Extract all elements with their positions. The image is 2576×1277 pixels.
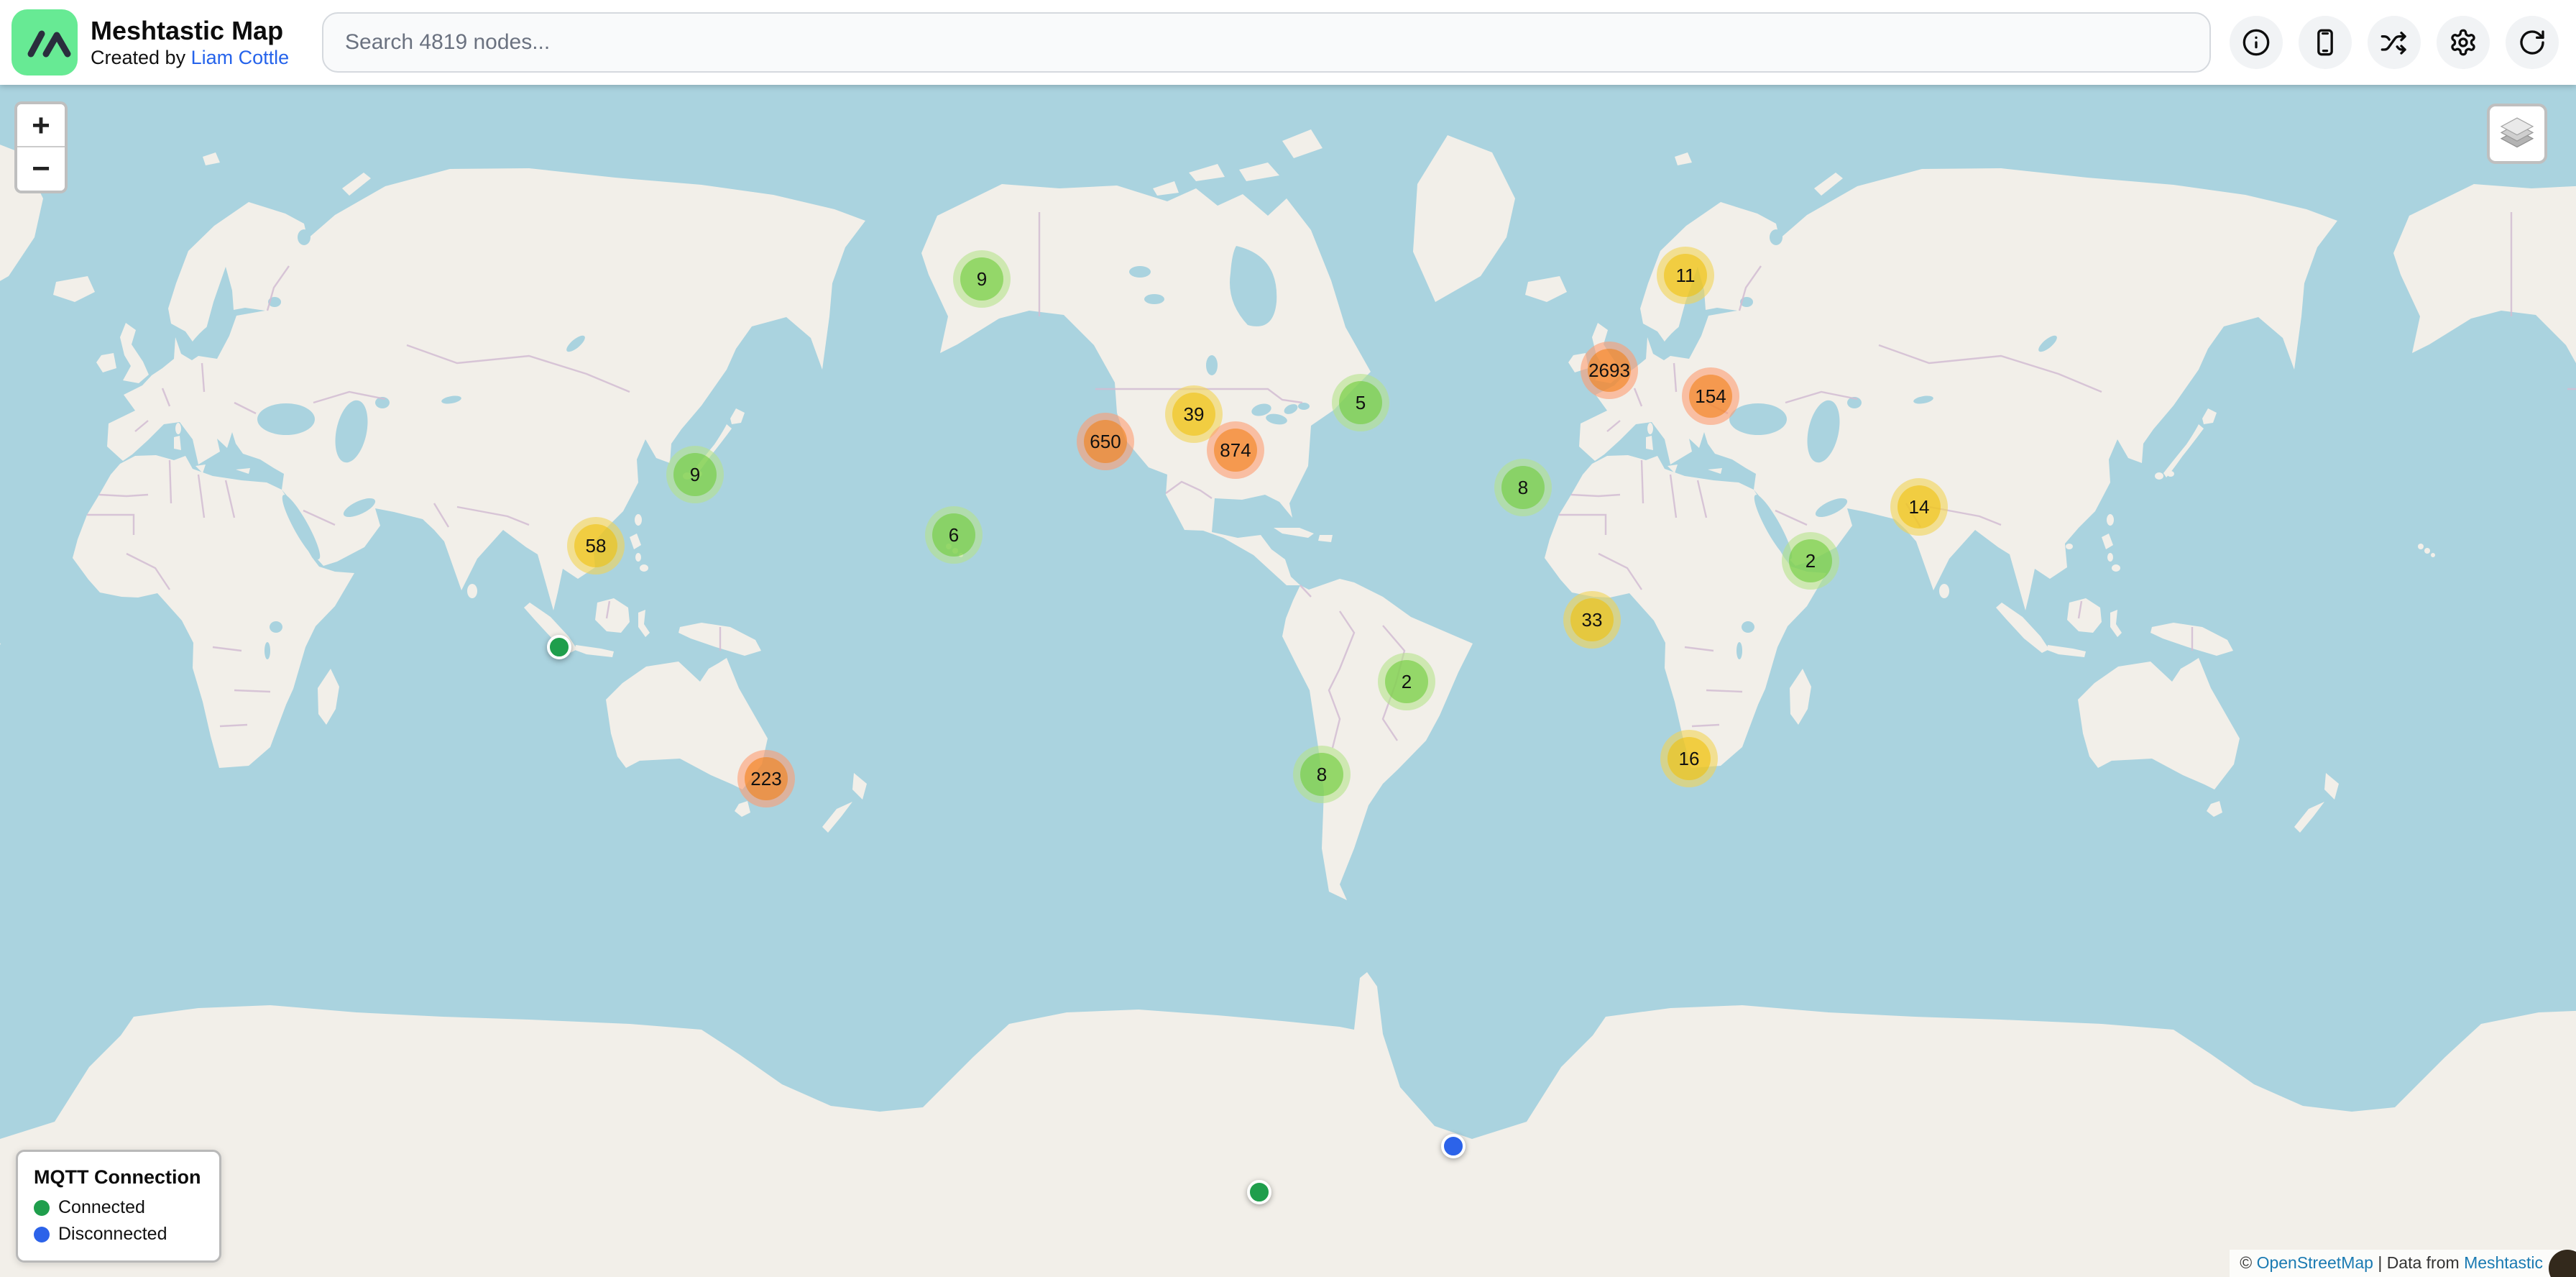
- layers-icon: [2500, 117, 2534, 148]
- cluster-count: 874: [1214, 429, 1257, 472]
- cluster-count: 33: [1570, 598, 1614, 641]
- mobile-app-button[interactable]: [2299, 16, 2352, 69]
- cluster-count: 58: [574, 524, 617, 567]
- cluster-marker[interactable]: 39: [1165, 385, 1223, 443]
- author-link[interactable]: Liam Cottle: [190, 47, 290, 69]
- refresh-icon: [2520, 30, 2544, 55]
- legend-title: MQTT Connection: [34, 1166, 201, 1188]
- meshtastic-logo-icon: [27, 30, 71, 58]
- legend-items: Connected Disconnected: [34, 1197, 201, 1245]
- cluster-marker[interactable]: 2: [1378, 653, 1435, 710]
- subtitle-prefix: Created by: [91, 47, 191, 69]
- legend-dot: [34, 1199, 50, 1216]
- cluster-count: 8: [1501, 466, 1545, 509]
- map-attribution: © OpenStreetMap | Data from Meshtastic: [2230, 1250, 2576, 1277]
- cluster-count: 14: [1898, 485, 1941, 528]
- zoom-in-button[interactable]: +: [17, 104, 65, 147]
- cluster-marker[interactable]: 58: [567, 517, 625, 575]
- refresh-button[interactable]: [2506, 16, 2559, 69]
- copyright-symbol: ©: [2240, 1253, 2253, 1272]
- cluster-marker[interactable]: 14: [1890, 478, 1948, 536]
- cluster-marker[interactable]: 16: [1660, 730, 1718, 787]
- gear-icon: [2451, 29, 2475, 56]
- cluster-marker[interactable]: 6: [925, 506, 983, 564]
- zoom-control: + −: [14, 101, 68, 193]
- random-node-button[interactable]: [2368, 16, 2421, 69]
- cluster-count: 2: [1789, 539, 1832, 582]
- cluster-marker[interactable]: 9: [953, 250, 1011, 308]
- legend-label: Connected: [58, 1197, 145, 1217]
- page-title: Meshtastic Map: [91, 15, 284, 45]
- cluster-marker[interactable]: 154: [1682, 367, 1739, 425]
- cluster-marker[interactable]: 2: [1782, 532, 1839, 590]
- zoom-out-button[interactable]: −: [17, 147, 65, 191]
- cluster-count: 9: [673, 453, 717, 496]
- cluster-count: 9: [960, 257, 1003, 301]
- node-marker-connected[interactable]: [1247, 1180, 1271, 1204]
- cluster-count: 650: [1084, 420, 1127, 463]
- attribution-separator: | Data from: [2378, 1253, 2460, 1272]
- cluster-marker[interactable]: 223: [737, 750, 795, 807]
- legend-dot: [34, 1226, 50, 1242]
- title-block: Meshtastic Map Created by Liam Cottle: [91, 15, 306, 70]
- cluster-count: 39: [1172, 393, 1215, 436]
- openstreetmap-link[interactable]: OpenStreetMap: [2256, 1253, 2373, 1272]
- search-input[interactable]: [322, 12, 2211, 73]
- info-button[interactable]: [2230, 16, 2283, 69]
- cluster-marker[interactable]: 5: [1332, 374, 1389, 431]
- cluster-count: 154: [1689, 375, 1732, 418]
- cluster-marker[interactable]: 11: [1657, 247, 1714, 304]
- cluster-count: 11: [1664, 254, 1707, 297]
- cluster-count: 223: [745, 757, 788, 800]
- cluster-count: 2693: [1588, 349, 1631, 392]
- legend-item: Disconnected: [34, 1224, 201, 1245]
- legend-item: Connected: [34, 1197, 201, 1218]
- node-marker-disconnected[interactable]: [1441, 1134, 1466, 1158]
- cluster-marker[interactable]: 650: [1077, 413, 1134, 470]
- cluster-marker[interactable]: 8: [1293, 746, 1351, 803]
- app-header: Meshtastic Map Created by Liam Cottle: [0, 0, 2576, 85]
- shuffle-icon: [2380, 32, 2406, 55]
- header-buttons: [2230, 16, 2559, 69]
- legend-label: Disconnected: [58, 1224, 167, 1244]
- cluster-count: 16: [1668, 737, 1711, 780]
- meshtastic-logo: [12, 9, 78, 75]
- mqtt-connection-legend: MQTT Connection Connected Disconnected: [16, 1150, 222, 1263]
- settings-button[interactable]: [2437, 16, 2490, 69]
- cluster-marker[interactable]: 33: [1563, 591, 1621, 649]
- node-marker-connected[interactable]: [547, 635, 571, 659]
- smartphone-icon: [2317, 29, 2333, 56]
- cluster-count: 5: [1339, 381, 1382, 424]
- meshtastic-link[interactable]: Meshtastic: [2464, 1253, 2543, 1272]
- cluster-marker[interactable]: 2693: [1581, 342, 1638, 399]
- cluster-marker[interactable]: 874: [1207, 421, 1264, 479]
- cluster-count: 6: [932, 513, 975, 557]
- cluster-count: 8: [1300, 753, 1343, 796]
- layers-button[interactable]: [2487, 104, 2547, 164]
- cluster-marker[interactable]: 9: [666, 446, 724, 503]
- info-icon: [2242, 29, 2270, 56]
- cluster-marker[interactable]: 8: [1494, 459, 1552, 516]
- page-subtitle: Created by Liam Cottle: [91, 46, 306, 70]
- cluster-count: 2: [1385, 660, 1428, 703]
